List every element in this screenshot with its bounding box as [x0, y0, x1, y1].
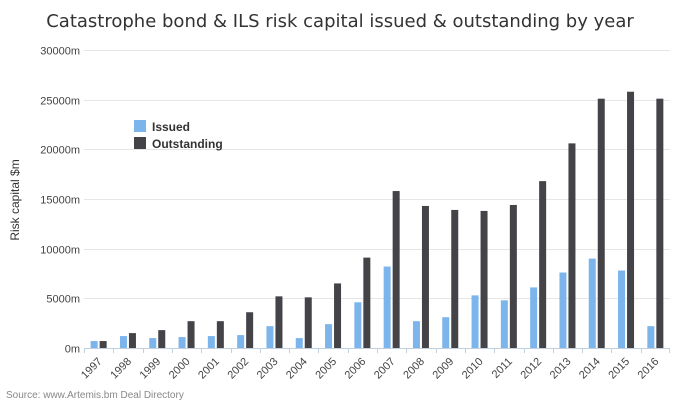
bar-outstanding-2002[interactable] — [246, 312, 254, 348]
bar-issued-2005[interactable] — [325, 324, 333, 348]
bar-outstanding-2003[interactable] — [275, 296, 283, 348]
bar-issued-2002[interactable] — [237, 335, 245, 348]
x-tick-label: 2015 — [606, 356, 632, 382]
bar-outstanding-1998[interactable] — [128, 333, 136, 348]
x-tick-label: 2011 — [490, 356, 515, 381]
bar-outstanding-2004[interactable] — [304, 297, 312, 348]
x-tick-label: 2004 — [284, 356, 310, 382]
bar-outstanding-2009[interactable] — [451, 209, 459, 348]
bar-outstanding-1999[interactable] — [158, 330, 166, 348]
x-tick-label: 2007 — [372, 356, 398, 382]
y-axis-ticks: 0m 5000m 10000m 15000m 20000m 25000m 30000m — [40, 46, 80, 356]
source-credit: Source: www.Artemis.bm Deal Directory — [6, 390, 184, 401]
bar-issued-2004[interactable] — [295, 338, 303, 348]
x-tick-label: 2001 — [196, 356, 222, 382]
x-tick-label: 2005 — [313, 356, 339, 382]
bar-issued-1999[interactable] — [149, 338, 157, 348]
x-tick-label: 2009 — [431, 356, 457, 382]
bars — [90, 91, 664, 348]
legend-label-outstanding[interactable]: Outstanding — [152, 137, 223, 151]
x-tick-label: 2010 — [460, 356, 486, 382]
x-tick-label: 2013 — [548, 356, 574, 382]
bar-issued-2012[interactable] — [530, 287, 538, 348]
legend-swatch-issued — [134, 120, 146, 132]
x-tick-label: 2002 — [225, 356, 251, 382]
x-tick-label: 1998 — [108, 356, 134, 382]
bar-outstanding-2007[interactable] — [392, 191, 400, 348]
x-tick-label: 2014 — [577, 356, 603, 382]
legend-label-issued[interactable]: Issued — [152, 120, 190, 134]
bar-issued-2001[interactable] — [207, 336, 215, 348]
bar-issued-1998[interactable] — [119, 336, 127, 348]
bar-outstanding-2006[interactable] — [363, 257, 371, 348]
bar-outstanding-2013[interactable] — [568, 143, 576, 348]
bar-issued-2015[interactable] — [618, 270, 626, 348]
bar-outstanding-2005[interactable] — [334, 283, 342, 348]
x-tick-label: 2016 — [636, 356, 662, 382]
x-tick-label: 1999 — [138, 356, 164, 382]
bar-issued-2000[interactable] — [178, 337, 186, 348]
y-tick-label: 20000m — [40, 145, 80, 157]
bar-issued-2006[interactable] — [354, 302, 362, 348]
bar-issued-2016[interactable] — [647, 326, 655, 348]
bar-issued-2010[interactable] — [471, 295, 479, 348]
x-axis: 1997 1998 1999 2000 2001 2002 2003 2004 2005 2006… — [79, 348, 670, 381]
bar-issued-2009[interactable] — [442, 317, 450, 348]
bar-issued-1997[interactable] — [90, 341, 98, 348]
bar-outstanding-2014[interactable] — [597, 98, 605, 348]
bar-issued-2011[interactable] — [500, 300, 508, 348]
y-tick-label: 25000m — [40, 96, 80, 108]
bar-outstanding-2008[interactable] — [421, 205, 429, 348]
y-axis-label: Risk capital $m — [8, 159, 22, 240]
x-tick-label: 2006 — [343, 356, 369, 382]
bar-issued-2013[interactable] — [559, 272, 567, 348]
bar-issued-2008[interactable] — [412, 321, 420, 348]
bar-outstanding-2001[interactable] — [216, 321, 224, 348]
y-tick-label: 5000m — [46, 294, 80, 306]
y-tick-label: 30000m — [40, 46, 80, 58]
bar-issued-2014[interactable] — [588, 258, 596, 348]
y-tick-label: 10000m — [40, 245, 80, 257]
bar-outstanding-2016[interactable] — [656, 98, 664, 348]
y-tick-label: 15000m — [40, 195, 80, 207]
bar-outstanding-2010[interactable] — [480, 210, 488, 348]
legend-swatch-outstanding — [134, 137, 146, 149]
y-tick-label: 0m — [65, 344, 80, 356]
bar-outstanding-2015[interactable] — [627, 91, 635, 348]
bar-issued-2007[interactable] — [383, 266, 391, 348]
legend: Issued Outstanding — [134, 120, 223, 151]
bar-outstanding-1997[interactable] — [99, 341, 107, 348]
bar-outstanding-2012[interactable] — [539, 181, 547, 348]
x-tick-label: 2012 — [518, 356, 544, 382]
bar-issued-2003[interactable] — [266, 326, 274, 348]
bar-outstanding-2011[interactable] — [509, 204, 517, 348]
bar-outstanding-2000[interactable] — [187, 321, 195, 348]
grid-lines — [84, 50, 670, 299]
chart-title: Catastrophe bond & ILS risk capital issu… — [46, 11, 634, 32]
x-tick-label: 2000 — [167, 356, 193, 382]
x-tick-label: 2008 — [401, 356, 427, 382]
x-tick-label: 1997 — [79, 356, 105, 382]
x-tick-label: 2003 — [255, 356, 281, 382]
